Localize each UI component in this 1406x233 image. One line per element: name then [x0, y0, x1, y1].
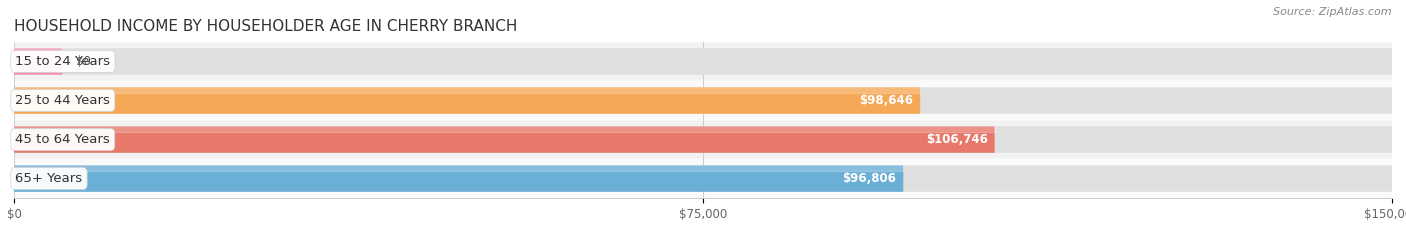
- Text: 25 to 44 Years: 25 to 44 Years: [15, 94, 110, 107]
- FancyBboxPatch shape: [14, 126, 994, 153]
- FancyBboxPatch shape: [14, 81, 1392, 120]
- Text: $98,646: $98,646: [859, 94, 914, 107]
- Text: Source: ZipAtlas.com: Source: ZipAtlas.com: [1274, 7, 1392, 17]
- Text: 45 to 64 Years: 45 to 64 Years: [15, 133, 110, 146]
- FancyBboxPatch shape: [14, 165, 903, 192]
- Text: HOUSEHOLD INCOME BY HOUSEHOLDER AGE IN CHERRY BRANCH: HOUSEHOLD INCOME BY HOUSEHOLDER AGE IN C…: [14, 19, 517, 34]
- FancyBboxPatch shape: [14, 42, 1392, 81]
- FancyBboxPatch shape: [14, 120, 1392, 159]
- FancyBboxPatch shape: [14, 48, 62, 75]
- FancyBboxPatch shape: [14, 48, 1392, 75]
- Text: 65+ Years: 65+ Years: [15, 172, 83, 185]
- FancyBboxPatch shape: [14, 87, 920, 114]
- Text: $0: $0: [76, 55, 91, 68]
- FancyBboxPatch shape: [14, 159, 1392, 198]
- Text: $96,806: $96,806: [842, 172, 897, 185]
- FancyBboxPatch shape: [14, 87, 1392, 114]
- FancyBboxPatch shape: [14, 126, 1392, 153]
- Bar: [14, 48, 62, 54]
- Text: $106,746: $106,746: [925, 133, 988, 146]
- FancyBboxPatch shape: [14, 165, 1392, 192]
- Bar: [14, 165, 903, 171]
- Bar: [14, 87, 920, 93]
- Text: 15 to 24 Years: 15 to 24 Years: [15, 55, 111, 68]
- Bar: [14, 126, 994, 132]
